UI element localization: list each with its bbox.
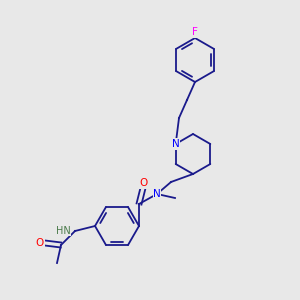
Text: F: F	[192, 27, 198, 37]
Text: HN: HN	[56, 226, 71, 236]
Text: O: O	[36, 238, 44, 248]
Text: N: N	[153, 189, 161, 199]
Text: O: O	[139, 178, 147, 188]
Text: N: N	[172, 139, 180, 149]
